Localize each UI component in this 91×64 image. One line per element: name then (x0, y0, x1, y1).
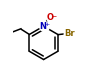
Text: +: + (44, 22, 49, 27)
Text: O: O (47, 13, 54, 22)
Text: Br: Br (64, 29, 75, 38)
Text: −: − (52, 13, 57, 18)
Text: N: N (39, 22, 46, 31)
